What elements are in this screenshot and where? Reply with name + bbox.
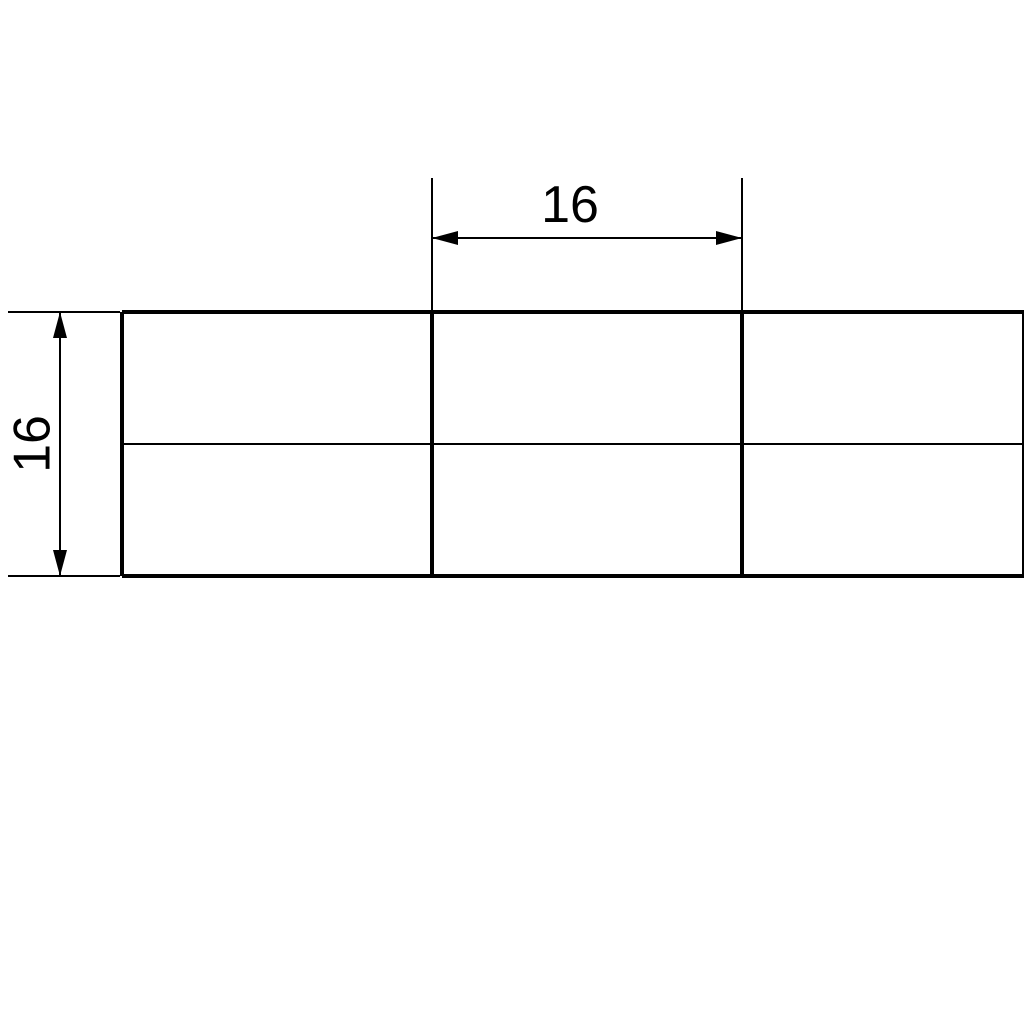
dimension-arrow-icon bbox=[716, 231, 742, 245]
dimension-arrow-icon bbox=[53, 550, 67, 576]
profile-cross-section bbox=[122, 312, 1024, 576]
dimension-horizontal: 16 bbox=[432, 176, 742, 310]
dimension-vertical-label: 16 bbox=[4, 415, 62, 473]
technical-drawing: 16 16 bbox=[0, 0, 1024, 1024]
dimension-horizontal-label: 16 bbox=[541, 176, 599, 234]
dimension-arrow-icon bbox=[432, 231, 458, 245]
dimension-vertical: 16 bbox=[4, 312, 120, 576]
dimension-arrow-icon bbox=[53, 312, 67, 338]
